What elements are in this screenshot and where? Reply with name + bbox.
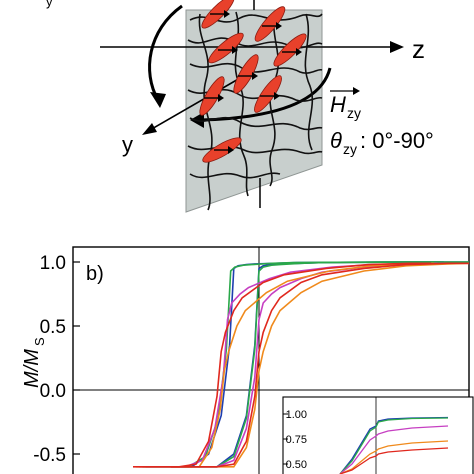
magnetic-particles bbox=[199, 0, 307, 163]
plot-frame bbox=[72, 246, 470, 474]
particle-6 bbox=[199, 76, 225, 116]
inset-curve bbox=[339, 425, 449, 474]
particle-3 bbox=[208, 32, 244, 64]
panel-label: b) bbox=[86, 263, 104, 285]
inset-curve bbox=[339, 447, 449, 474]
inset-plot: 1.00 0.75 0.50 bbox=[282, 396, 474, 474]
inset-curves bbox=[339, 416, 449, 474]
curve-ascending-branch bbox=[170, 262, 469, 468]
inset-curve bbox=[339, 417, 449, 474]
angle-label: θ zy : 0°-90° bbox=[330, 128, 434, 157]
field-label: H zy bbox=[330, 87, 361, 121]
chart-panel: b) 1.0 0.5 0.0 -0.5 M/M S 1.00 0.75 0.50 bbox=[21, 246, 474, 474]
inset-curve bbox=[339, 440, 449, 474]
curve-descending-branch bbox=[133, 262, 432, 468]
y-axis-ticks: 1.0 0.5 0.0 -0.5 bbox=[33, 253, 80, 466]
hysteresis-curves bbox=[133, 261, 470, 468]
y-axis-title: M/M S bbox=[21, 337, 47, 388]
particle-2 bbox=[254, 6, 286, 42]
y-axis-title-sub: S bbox=[32, 337, 47, 346]
y-axis-label: y bbox=[122, 132, 133, 157]
field-label-main: H bbox=[330, 92, 346, 117]
angle-symbol: θ bbox=[330, 128, 342, 153]
z-axis-label: z bbox=[412, 34, 425, 64]
angle-sub: zy bbox=[343, 141, 357, 157]
y-tick-label: 0.5 bbox=[40, 317, 66, 338]
rotation-arrowhead-left bbox=[150, 92, 166, 108]
particle-4 bbox=[273, 33, 307, 67]
y-tick-label: -0.5 bbox=[33, 445, 66, 466]
angle-range: : 0°-90° bbox=[360, 128, 434, 153]
schematic-panel: z y y bbox=[46, 0, 434, 213]
rotation-arrow-right bbox=[199, 67, 332, 122]
z-axis-arrowhead bbox=[390, 41, 404, 53]
particle-7 bbox=[254, 75, 282, 113]
curve-ascending-branch bbox=[170, 262, 470, 468]
y-axis-arrowhead bbox=[142, 123, 157, 135]
particle-1 bbox=[201, 0, 235, 29]
particle-8 bbox=[202, 137, 242, 163]
inset-y-ticks: 1.00 0.75 0.50 bbox=[283, 409, 307, 471]
inset-frame bbox=[282, 396, 474, 474]
y-axis-title-main: M/M bbox=[21, 349, 43, 388]
y-tick-label: 1.0 bbox=[40, 253, 66, 274]
inset-y-tick-label: 0.50 bbox=[286, 459, 307, 471]
field-label-sub: zy bbox=[347, 105, 361, 121]
inset-y-tick-label: 1.00 bbox=[286, 409, 307, 421]
y-tick-label: 0.0 bbox=[40, 381, 66, 402]
rotation-arrow-left bbox=[148, 4, 183, 101]
x-axis-label-sub: y bbox=[46, 0, 53, 9]
particle-5 bbox=[233, 54, 259, 94]
inset-y-tick-label: 0.75 bbox=[286, 434, 307, 446]
